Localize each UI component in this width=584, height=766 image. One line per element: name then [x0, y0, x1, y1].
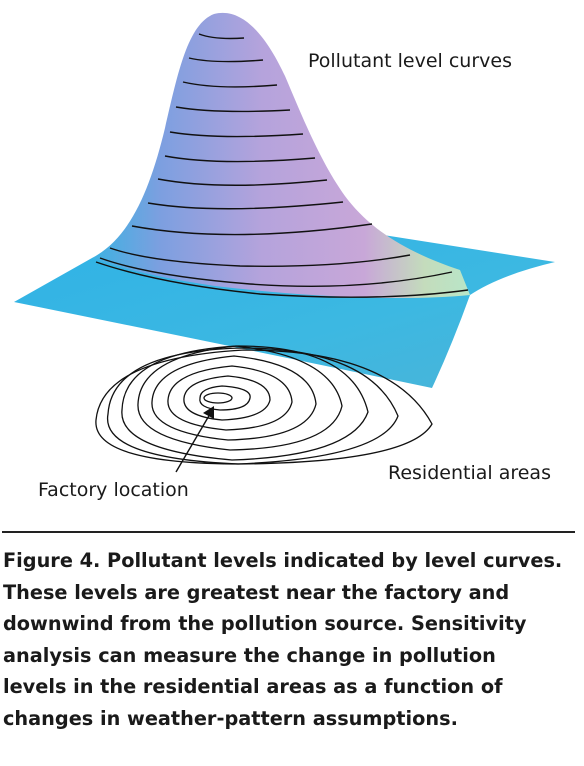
caption-line: changes in weather-pattern assumptions.: [3, 706, 458, 730]
contour-map: [95, 345, 433, 465]
caption-divider: [2, 531, 575, 533]
label-factory-location: Factory location: [38, 479, 189, 501]
pollution-surface-plot: [14, 12, 555, 473]
caption-line: downwind from the pollution source. Sens…: [3, 612, 527, 635]
caption-line: analysis can measure the change in pollu…: [3, 643, 496, 667]
caption-line: levels in the residential areas as a fun…: [3, 675, 503, 698]
pollutant-peak-surface: [92, 12, 470, 299]
caption-line: Figure 4. Pollutant levels indicated by …: [3, 549, 563, 572]
caption-line: These levels are greatest near the facto…: [3, 580, 510, 604]
surface-level-curves: [95, 33, 469, 298]
pollution-figure: Pollutant level curves Factory location …: [14, 12, 555, 501]
label-residential-areas: Residential areas: [388, 462, 551, 484]
label-pollutant-level-curves: Pollutant level curves: [308, 50, 512, 72]
factory-arrow: [175, 406, 214, 473]
contour-center: [203, 392, 233, 404]
figure-caption: Figure 4. Pollutant levels indicated by …: [3, 545, 577, 734]
